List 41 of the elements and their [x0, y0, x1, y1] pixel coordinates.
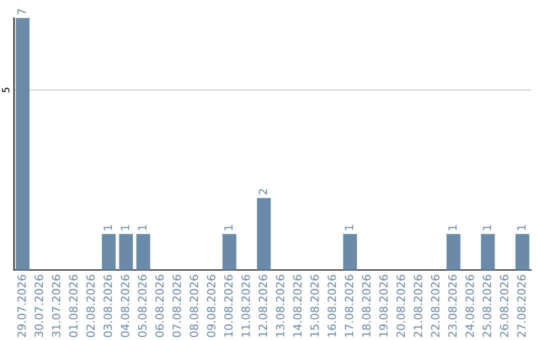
- data-label: 7: [18, 9, 26, 14]
- x-tick-label: 19.08.2026: [379, 274, 388, 337]
- x-tick-label: 11.08.2026: [241, 274, 250, 337]
- x-tick-label: 03.08.2026: [104, 274, 112, 338]
- x-tick-label: 25.08.2026: [482, 274, 492, 337]
- x-tick-label: 26.08.2026: [500, 274, 508, 337]
- x-tick-label: 10.08.2026: [224, 274, 233, 337]
- x-tick-label: 29.07.2026: [17, 274, 26, 337]
- data-label: 1: [482, 225, 491, 230]
- x-tick-label: 01.08.2026: [69, 274, 78, 338]
- x-tick-label: 31.07.2026: [52, 274, 60, 337]
- x-tick-label: 18.08.2026: [362, 274, 371, 337]
- data-label: 1: [448, 225, 457, 230]
- x-tick-label: 04.08.2026: [120, 274, 130, 338]
- data-label: 1: [517, 225, 526, 230]
- data-label: 1: [104, 225, 112, 230]
- x-tick-label: 06.08.2026: [155, 274, 164, 338]
- x-tick-label: 16.08.2026: [328, 274, 336, 337]
- x-tick-label: 02.08.2026: [86, 274, 95, 338]
- x-tick-label: 09.08.2026: [207, 274, 216, 338]
- data-label: 1: [138, 225, 146, 230]
- data-label: 2: [258, 189, 267, 194]
- x-tick-label: 05.08.2026: [138, 274, 146, 338]
- x-tick-label: 24.08.2026: [466, 274, 474, 337]
- x-tick-label: 12.08.2026: [258, 274, 268, 337]
- y-tick-label: 5: [2, 88, 10, 92]
- x-tick-label: 27.08.2026: [517, 274, 526, 337]
- x-tick-label: 21.08.2026: [414, 274, 422, 337]
- x-tick-label: 13.08.2026: [276, 274, 284, 337]
- x-tick-label: 22.08.2026: [431, 274, 440, 337]
- x-tick-label: 07.08.2026: [172, 274, 181, 338]
- x-tick-label: 30.07.2026: [34, 274, 44, 337]
- x-tick-label: 20.08.2026: [396, 274, 405, 337]
- data-label: 1: [224, 225, 232, 230]
- x-tick-label: 17.08.2026: [344, 274, 354, 337]
- data-label: 1: [345, 225, 354, 230]
- data-label: 1: [120, 225, 130, 230]
- x-tick-label: 14.08.2026: [293, 274, 302, 337]
- x-tick-label: 15.08.2026: [310, 274, 319, 337]
- x-tick-label: 23.08.2026: [448, 274, 457, 337]
- x-tick-label: 08.08.2026: [190, 274, 198, 338]
